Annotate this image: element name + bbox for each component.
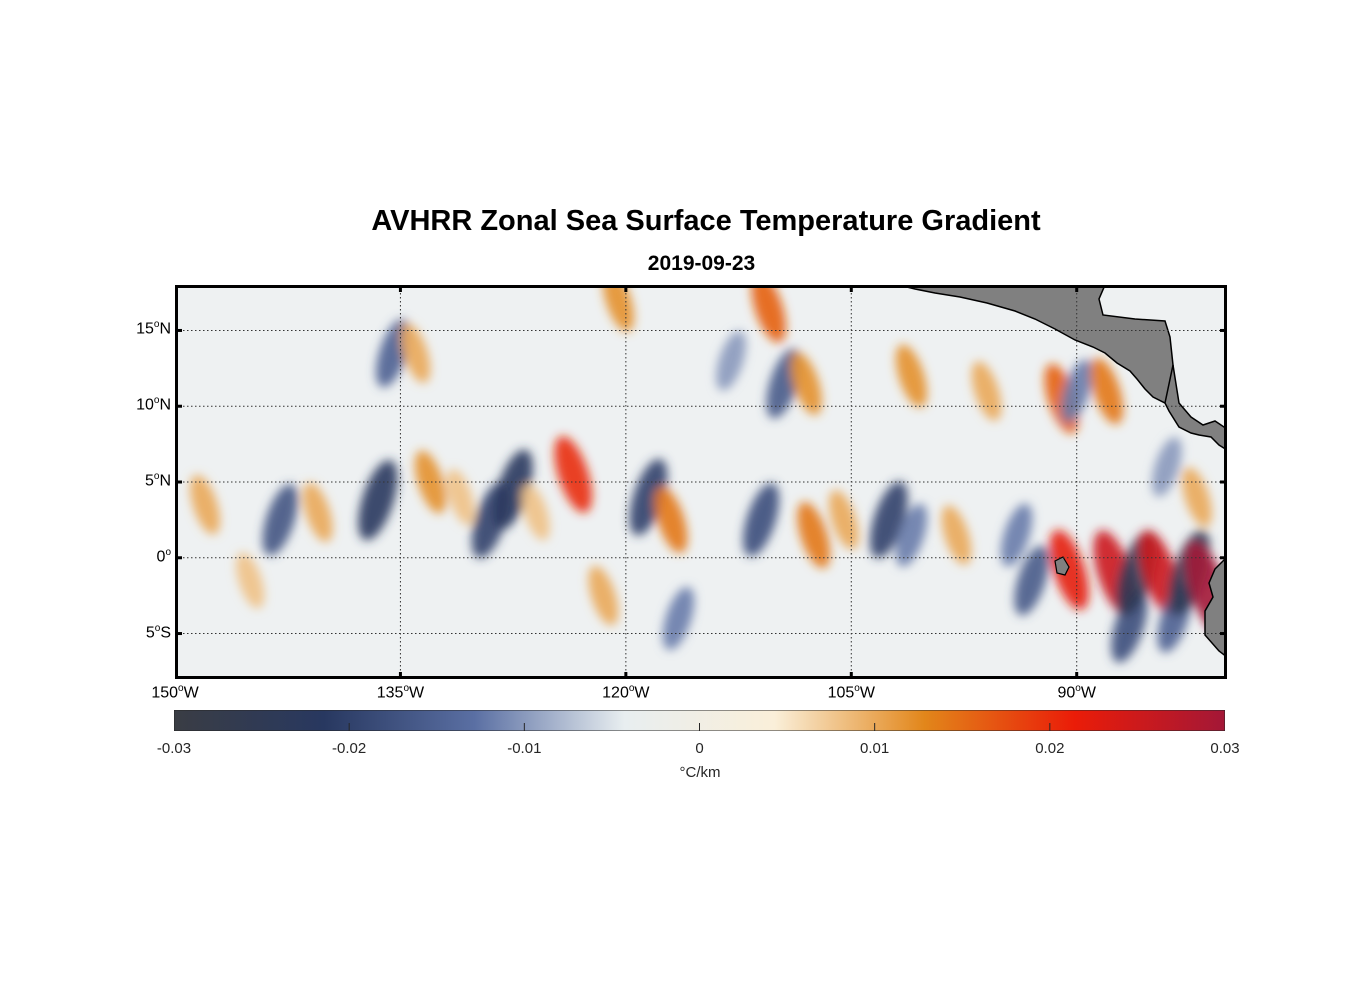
colorbar-tick-label: -0.03 <box>156 740 192 757</box>
central-america-landmass <box>898 285 1176 404</box>
warm-gradient-feature <box>797 501 831 569</box>
colorbar-tick-label: -0.01 <box>507 740 542 757</box>
cold-gradient-feature <box>629 458 668 536</box>
cold-gradient-feature <box>743 483 780 557</box>
warm-gradient-feature <box>751 285 786 343</box>
colorbar <box>173 709 1226 732</box>
cold-gradient-feature <box>358 460 398 541</box>
warm-gradient-feature <box>1049 529 1089 610</box>
warm-gradient-feature <box>588 565 619 626</box>
colorbar-tick-label: 0 <box>695 740 704 757</box>
warm-gradient-feature <box>302 482 333 543</box>
galapagos-island <box>1054 556 1070 576</box>
warm-gradient-feature <box>521 484 550 541</box>
longitude-tick-label: 90oW <box>1057 683 1096 702</box>
cold-gradient-feature <box>262 484 298 556</box>
figure-subtitle: 2019-09-23 <box>647 252 756 275</box>
longitude-tick-label: 150oW <box>151 683 199 702</box>
warm-gradient-feature <box>400 323 431 383</box>
longitude-tick-label: 135oW <box>376 683 425 702</box>
latitude-tick-label: 5oN <box>144 471 171 490</box>
warm-gradient-feature <box>554 436 593 513</box>
figure-title: AVHRR Zonal Sea Surface Temperature Grad… <box>371 205 1041 237</box>
warm-gradient-feature <box>941 505 972 565</box>
colorbar-tick-label: 0.03 <box>1210 740 1240 757</box>
cold-gradient-feature <box>1000 503 1033 567</box>
warm-gradient-feature <box>602 285 635 332</box>
warm-gradient-feature <box>971 361 1002 421</box>
map-border <box>175 285 1227 679</box>
warm-gradient-feature <box>828 490 859 550</box>
sst-gradient-map <box>175 285 1227 679</box>
warm-gradient-feature <box>236 552 265 609</box>
cold-gradient-feature <box>1061 359 1093 423</box>
warm-gradient-feature <box>895 344 928 408</box>
colorbar-tick-label: 0.02 <box>1035 740 1065 757</box>
cold-gradient-feature <box>662 586 695 650</box>
latitude-tick-label: 0o <box>156 546 171 566</box>
warm-gradient-feature <box>654 486 688 554</box>
colorbar-unit-label: °C/km <box>679 764 721 781</box>
panama-coast-landmass <box>1164 364 1227 451</box>
warm-gradient-feature <box>446 469 475 526</box>
colorbar-gradient <box>173 709 1226 732</box>
latitude-tick-label: 10oN <box>136 395 171 414</box>
colorbar-tick-label: 0.01 <box>860 740 890 757</box>
latitude-tick-label: 15oN <box>136 319 171 338</box>
warm-gradient-feature <box>414 450 447 514</box>
colorbar-tick-label: -0.02 <box>332 740 367 757</box>
warm-gradient-feature <box>790 352 822 415</box>
latitude-tick-label: 5oS <box>145 622 171 641</box>
longitude-tick-label: 120oW <box>602 683 650 702</box>
cold-gradient-feature <box>716 331 746 391</box>
warm-gradient-feature <box>1182 467 1212 527</box>
cold-gradient-feature <box>1014 545 1049 616</box>
warm-gradient-feature <box>1090 357 1124 425</box>
map-panel <box>175 285 1227 679</box>
cold-gradient-feature <box>869 481 908 559</box>
cold-gradient-feature <box>1111 589 1148 663</box>
cold-gradient-feature <box>493 449 533 530</box>
ocean-background <box>175 285 1227 679</box>
longitude-tick-label: 105oW <box>827 683 875 702</box>
warm-gradient-feature <box>190 475 220 535</box>
cold-gradient-feature <box>895 503 928 567</box>
